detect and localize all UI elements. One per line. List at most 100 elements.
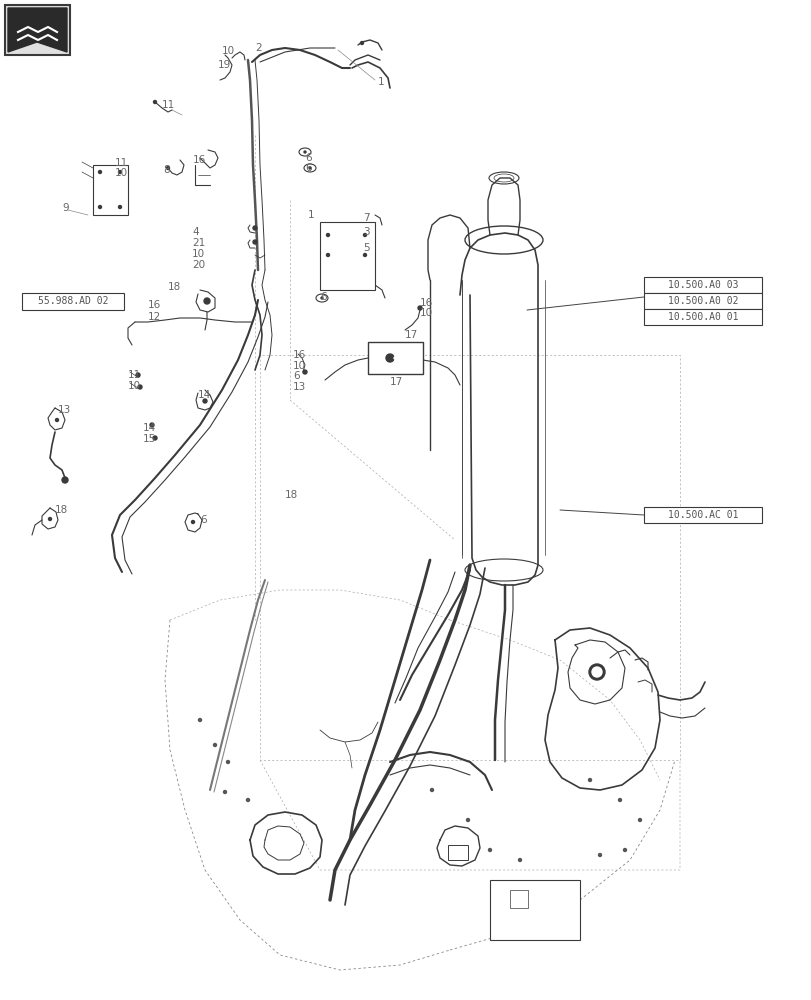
Text: 18: 18 (55, 505, 68, 515)
Text: 11: 11 (162, 100, 175, 110)
Text: 7: 7 (363, 213, 369, 223)
Text: 11: 11 (128, 370, 141, 380)
Text: 9: 9 (62, 203, 69, 213)
Circle shape (247, 798, 249, 801)
Text: 3: 3 (363, 227, 369, 237)
Circle shape (213, 744, 217, 746)
Text: 8: 8 (163, 165, 169, 175)
Circle shape (518, 858, 521, 861)
Text: 10: 10 (419, 308, 432, 318)
Circle shape (303, 151, 306, 153)
Text: 15: 15 (143, 434, 156, 444)
Circle shape (363, 253, 366, 256)
Bar (643, 507, 761, 523)
Circle shape (488, 848, 491, 851)
Text: 16: 16 (148, 300, 161, 310)
Bar (22, 293, 124, 310)
Bar (509, 890, 527, 908)
Text: 16: 16 (419, 298, 433, 308)
Text: 6: 6 (200, 515, 206, 525)
Bar (367, 342, 423, 374)
Text: 4: 4 (191, 227, 199, 237)
Circle shape (198, 718, 201, 722)
Text: 1: 1 (378, 77, 384, 87)
Text: 10.500.A0 03: 10.500.A0 03 (667, 280, 737, 290)
Circle shape (204, 298, 210, 304)
Circle shape (150, 423, 154, 427)
Circle shape (360, 42, 363, 45)
Circle shape (135, 373, 139, 377)
Circle shape (253, 226, 257, 230)
Bar (93, 165, 128, 215)
Text: 17: 17 (389, 377, 403, 387)
Text: 6: 6 (320, 292, 326, 302)
Text: 10: 10 (128, 381, 141, 391)
Text: 18: 18 (285, 490, 298, 500)
Text: 10: 10 (115, 168, 128, 178)
Text: 17: 17 (405, 330, 418, 340)
Text: 10: 10 (221, 46, 235, 56)
Circle shape (326, 253, 329, 256)
Polygon shape (8, 8, 67, 52)
Circle shape (309, 167, 311, 169)
Text: 20: 20 (191, 260, 205, 270)
Circle shape (118, 171, 122, 174)
Text: 5: 5 (363, 243, 369, 253)
Circle shape (385, 354, 393, 362)
Text: 10.500.A0 02: 10.500.A0 02 (667, 296, 737, 306)
Text: 12: 12 (148, 312, 161, 322)
Text: 6: 6 (305, 163, 311, 173)
Text: 55.988.AD 02: 55.988.AD 02 (37, 296, 108, 306)
Text: 13: 13 (58, 405, 71, 415)
Circle shape (223, 790, 226, 793)
Text: 10: 10 (293, 361, 306, 371)
Bar (643, 293, 761, 309)
Circle shape (98, 171, 101, 174)
Bar (643, 277, 761, 293)
Circle shape (152, 436, 157, 440)
Polygon shape (5, 5, 70, 55)
Text: 10.500.A0 01: 10.500.A0 01 (667, 312, 737, 322)
Text: 14: 14 (143, 423, 156, 433)
Circle shape (49, 518, 51, 520)
Circle shape (55, 418, 58, 422)
Circle shape (138, 385, 142, 389)
Text: 6: 6 (293, 371, 299, 381)
Text: 6: 6 (305, 153, 311, 163)
Circle shape (226, 760, 230, 764)
Circle shape (98, 206, 101, 209)
Circle shape (326, 233, 329, 236)
Circle shape (418, 306, 422, 310)
Circle shape (303, 370, 307, 374)
Text: 10.500.AC 01: 10.500.AC 01 (667, 510, 737, 520)
Text: 18: 18 (168, 282, 181, 292)
Text: 14: 14 (198, 390, 211, 400)
Text: 21: 21 (191, 238, 205, 248)
Circle shape (623, 848, 626, 851)
Circle shape (166, 167, 169, 170)
Text: 1: 1 (307, 210, 314, 220)
Text: 19: 19 (217, 60, 231, 70)
Bar (448, 845, 467, 860)
Circle shape (153, 101, 157, 104)
Circle shape (203, 399, 207, 403)
Bar (643, 309, 761, 325)
Circle shape (637, 818, 641, 821)
Text: 2: 2 (255, 43, 261, 53)
Text: 10: 10 (191, 249, 205, 259)
Circle shape (191, 520, 195, 524)
Text: 16: 16 (193, 155, 206, 165)
Circle shape (430, 788, 433, 791)
Circle shape (588, 778, 590, 781)
Circle shape (591, 667, 601, 677)
Circle shape (618, 798, 620, 801)
Circle shape (253, 240, 257, 244)
Circle shape (62, 477, 68, 483)
Circle shape (363, 233, 366, 236)
Bar (489, 880, 579, 940)
Circle shape (320, 297, 323, 299)
Circle shape (588, 664, 604, 680)
Circle shape (466, 818, 469, 821)
Circle shape (393, 357, 396, 359)
Bar (320, 222, 375, 290)
